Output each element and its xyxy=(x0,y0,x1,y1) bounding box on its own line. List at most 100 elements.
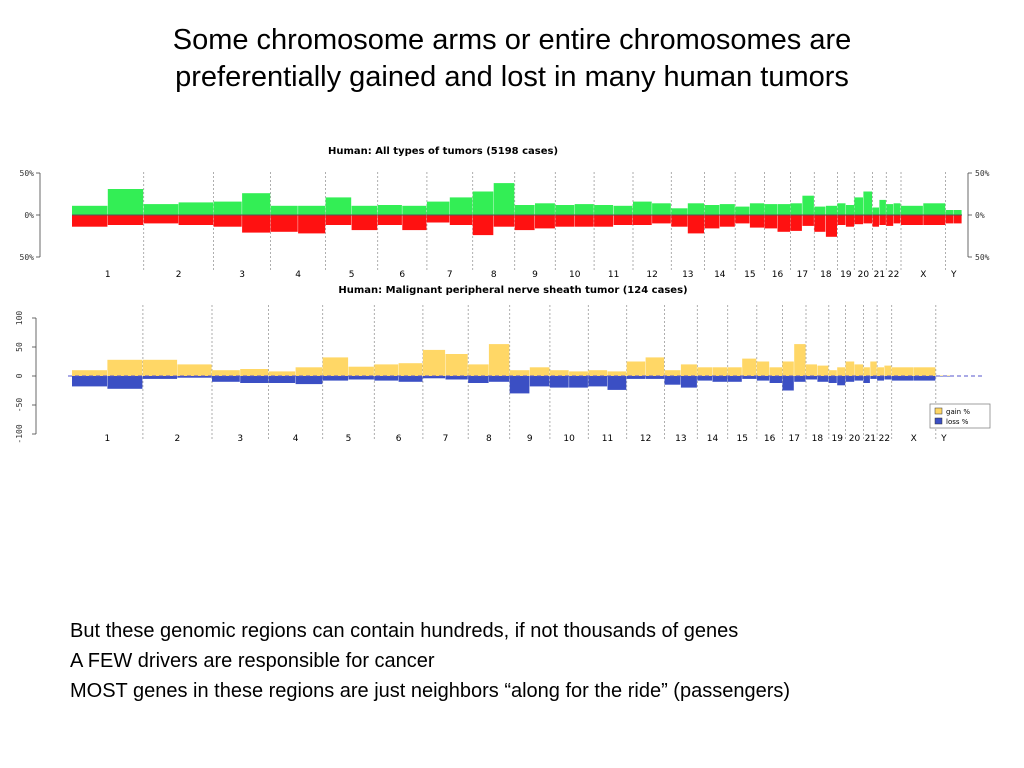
gain-bar xyxy=(884,365,892,376)
chromosome-label: 19 xyxy=(831,434,843,444)
gain-bar xyxy=(680,364,697,376)
legend-label: gain % xyxy=(946,408,970,416)
bullet-item: A FEW drivers are responsible for cancer xyxy=(70,650,435,672)
loss-bar xyxy=(664,376,681,385)
chromosome-label: 11 xyxy=(608,270,619,280)
gain-bar xyxy=(555,205,575,215)
chromosome-label: 18 xyxy=(820,270,832,280)
gain-bar xyxy=(877,367,884,376)
gain-bar xyxy=(845,205,854,215)
loss-bar xyxy=(143,215,179,224)
y-tick-label: -100 xyxy=(15,424,24,443)
chromosome-label: 14 xyxy=(707,434,719,444)
chromosome-label: 8 xyxy=(491,270,497,280)
gain-bar xyxy=(828,370,837,376)
loss-bar xyxy=(613,215,633,225)
loss-bar xyxy=(72,215,108,227)
loss-bar xyxy=(837,215,846,225)
chromosome-label: 20 xyxy=(849,434,861,444)
loss-bar xyxy=(645,376,665,379)
gain-bar xyxy=(719,204,735,215)
loss-bar xyxy=(697,376,713,381)
gain-bar xyxy=(72,370,107,376)
loss-bar xyxy=(351,215,378,231)
loss-bar xyxy=(854,376,864,381)
loss-bar xyxy=(687,215,704,234)
loss-bar xyxy=(178,215,214,225)
loss-bar xyxy=(398,376,423,382)
y-tick-label: 0 xyxy=(15,373,24,378)
gain-bar xyxy=(863,191,873,215)
chromosome-label: 19 xyxy=(840,270,852,280)
loss-bar xyxy=(213,215,242,227)
chromosome-label: 7 xyxy=(447,270,453,280)
gain-bar xyxy=(845,361,855,376)
chromosome-label: 21 xyxy=(874,270,885,280)
gain-bar xyxy=(509,370,530,376)
gain-bar xyxy=(913,367,936,376)
loss-bar xyxy=(555,215,575,227)
gain-bar xyxy=(549,370,569,376)
loss-bar xyxy=(268,376,296,383)
panel-1-title: Human: All types of tumors (5198 cases) xyxy=(328,146,558,157)
gain-bar xyxy=(749,203,765,215)
gain-bar xyxy=(426,201,450,215)
loss-bar xyxy=(422,376,446,379)
loss-bar xyxy=(712,376,728,382)
y-tick-label: -50 xyxy=(15,398,24,413)
gain-bar xyxy=(854,364,864,376)
gain-bar xyxy=(945,210,954,215)
gain-bar xyxy=(402,205,427,215)
gain-bar xyxy=(472,191,494,215)
chromosome-label: 7 xyxy=(443,434,449,444)
loss-bar xyxy=(549,376,569,388)
gain-bar xyxy=(652,203,671,215)
gain-bar xyxy=(769,367,782,376)
loss-bar xyxy=(514,215,535,231)
loss-bar xyxy=(854,215,863,225)
chromosome-label: 6 xyxy=(399,270,405,280)
loss-bar xyxy=(402,215,427,231)
loss-bar xyxy=(893,215,901,224)
gain-bar xyxy=(923,203,946,215)
loss-bar xyxy=(782,376,794,391)
loss-bar xyxy=(322,376,349,381)
chromosome-label: X xyxy=(911,434,917,444)
slide-title-line-2: preferentially gained and lost in many h… xyxy=(175,61,849,93)
chromosome-label: 22 xyxy=(888,270,899,280)
chromosome-label: 18 xyxy=(812,434,824,444)
loss-bar xyxy=(901,215,923,225)
loss-bar xyxy=(845,376,855,382)
loss-bar xyxy=(913,376,936,381)
loss-bar xyxy=(472,215,494,236)
gain-bar xyxy=(794,344,806,376)
loss-bar xyxy=(509,376,530,394)
loss-bar xyxy=(569,376,588,388)
gain-bar xyxy=(891,367,914,376)
gain-bar xyxy=(240,369,268,376)
chromosome-label: 15 xyxy=(744,270,755,280)
loss-bar xyxy=(270,215,298,232)
loss-bar xyxy=(607,376,627,390)
loss-bar xyxy=(72,376,107,387)
gain-bar xyxy=(817,365,829,376)
loss-bar xyxy=(886,215,894,226)
gain-bar xyxy=(607,371,627,376)
loss-bar xyxy=(863,215,873,224)
y-tick-label: 50% xyxy=(20,169,35,178)
gain-bar xyxy=(704,205,720,215)
gain-bar xyxy=(212,370,240,376)
chromosome-label: 10 xyxy=(563,434,575,444)
gain-bar xyxy=(854,197,863,215)
loss-bar xyxy=(449,215,473,225)
chromosome-label: 16 xyxy=(764,434,776,444)
gain-bar xyxy=(143,204,179,215)
loss-bar xyxy=(493,215,515,227)
loss-bar xyxy=(142,376,178,379)
gain-bar xyxy=(468,364,489,376)
gain-bar xyxy=(270,205,298,215)
chromosome-label: 12 xyxy=(640,434,651,444)
gain-bar xyxy=(687,203,704,215)
gain-bar xyxy=(449,197,473,215)
